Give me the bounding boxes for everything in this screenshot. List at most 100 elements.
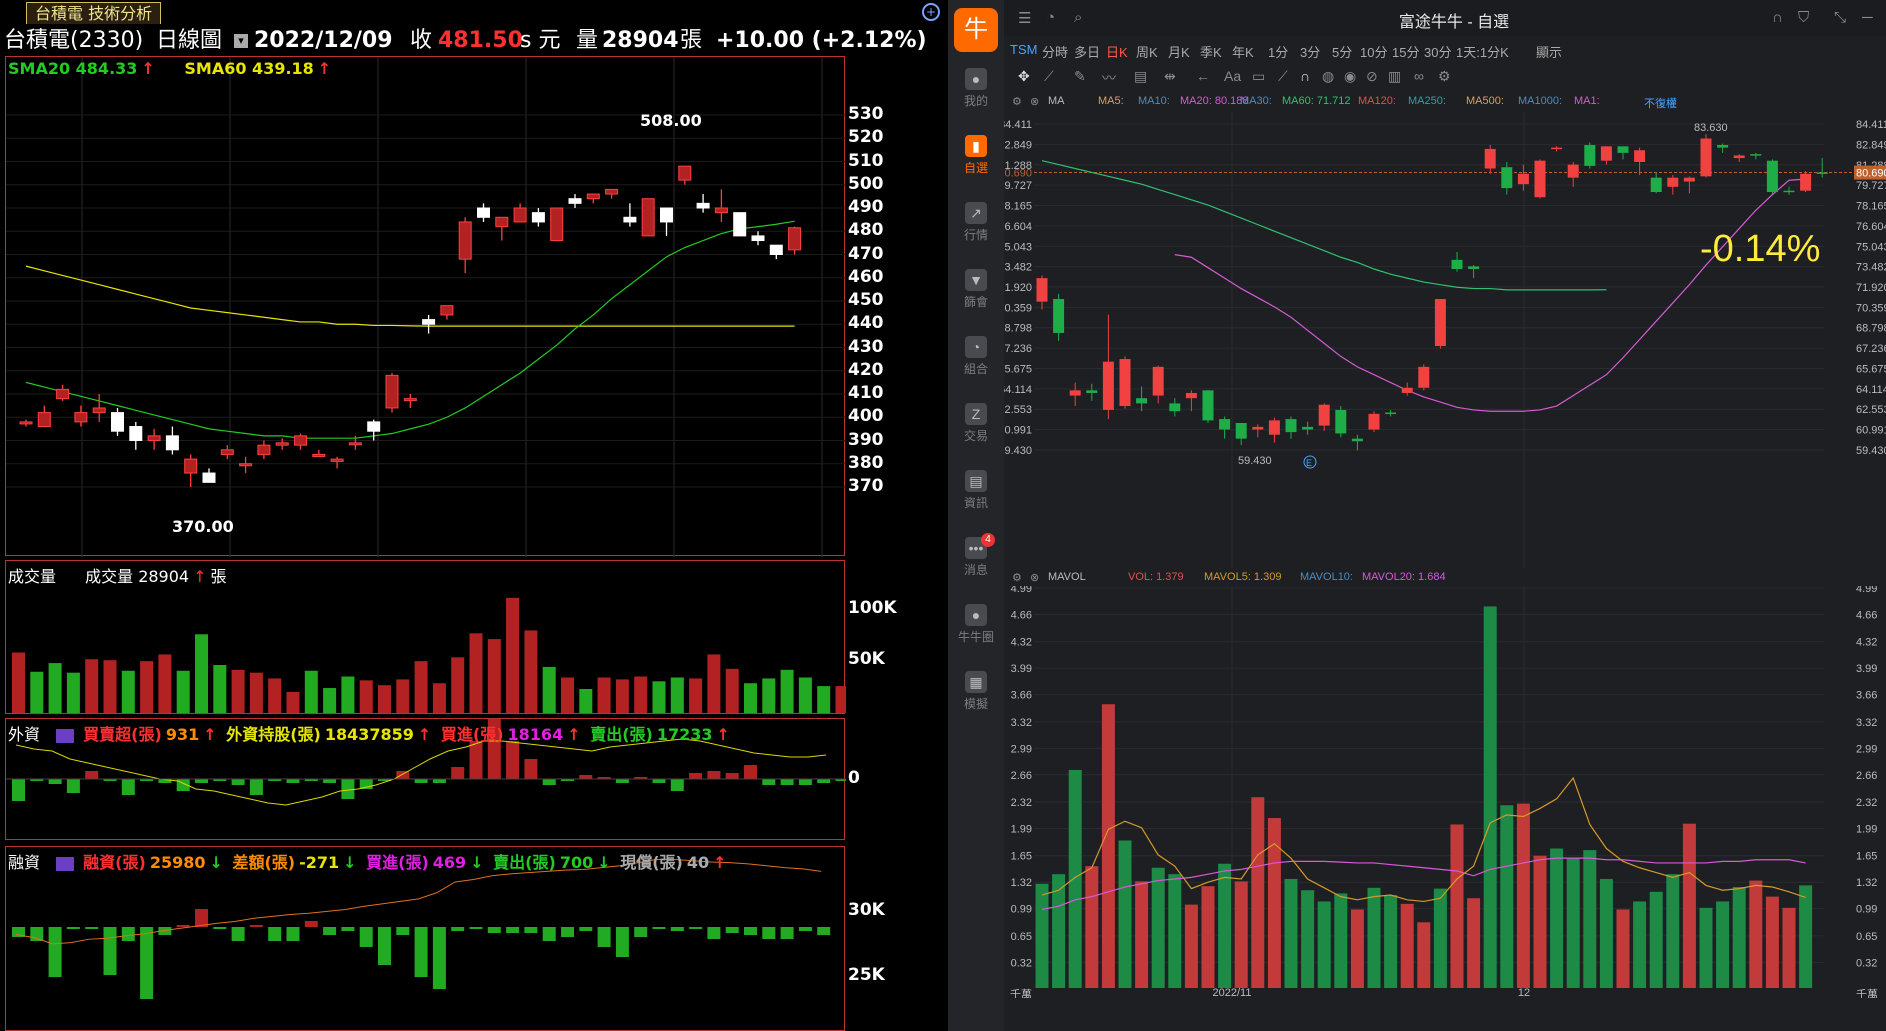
pen-tool-icon[interactable]: ✎: [1074, 68, 1086, 84]
simulate-icon: ▦: [965, 671, 987, 693]
us-volume-chart-svg[interactable]: 4.99 4.99 4.66 4.66 4.32 4.32 3.99 3.99 3.66 3.66…: [1004, 586, 1886, 998]
sidebar-item-2[interactable]: ↗ 行情: [948, 202, 1004, 243]
close-icon[interactable]: ⊗: [1030, 572, 1040, 584]
headset-icon[interactable]: ∩: [1772, 9, 1783, 26]
margin-diff-bar: [286, 927, 300, 941]
volume-bar: [30, 671, 44, 713]
foreign-bars-svg[interactable]: [6, 719, 846, 841]
sidebar-item-0[interactable]: ● 我的: [948, 68, 1004, 109]
ma-item[interactable]: MA30:: [1240, 95, 1272, 107]
period-tab[interactable]: 10分: [1360, 45, 1388, 60]
candle-body: [1766, 160, 1778, 193]
us-price-chart-svg[interactable]: 84.41184.41182.84982.84981.28881.28880.6…: [1004, 112, 1886, 568]
price-axis-label: 450: [848, 290, 884, 310]
sidebar-item-5[interactable]: Z 交易: [948, 403, 1004, 444]
candle-body: [1202, 390, 1214, 421]
link-icon[interactable]: ∞: [1414, 68, 1424, 84]
magnet-icon[interactable]: ∩: [1300, 68, 1311, 84]
foreign-legend: 外資 買賣超(張) 931 ↑ 外資持股(張) 18437859 ↑ 買進(張) 1816…: [8, 721, 734, 745]
lock-icon[interactable]: ◍: [1322, 68, 1335, 84]
ma-item[interactable]: MA120:: [1358, 95, 1396, 107]
tab-technical-analysis[interactable]: 台積電 技術分析: [26, 2, 162, 24]
sidebar-item-3[interactable]: ▼ 篩會: [948, 269, 1004, 310]
period-tab[interactable]: 30分: [1424, 45, 1452, 60]
price-candles-svg[interactable]: [6, 57, 846, 557]
price-axis-label: 68.798: [1856, 323, 1886, 335]
eye-icon[interactable]: ◉: [1344, 68, 1357, 84]
sidebar-item-6[interactable]: ▤ 資訊: [948, 470, 1004, 511]
sidebar-item-9[interactable]: ▦ 模擬: [948, 671, 1004, 712]
ma-item[interactable]: MA20: 80.188: [1180, 95, 1249, 107]
list-icon[interactable]: ☰: [1018, 10, 1032, 27]
futu-logo-icon[interactable]: 牛: [954, 8, 998, 52]
margin-bars-svg[interactable]: [6, 847, 846, 1031]
settings-icon[interactable]: ⚙: [1012, 572, 1022, 584]
price-axis-label: 80.690: [1856, 168, 1886, 180]
line-tool-icon[interactable]: ⟋: [1044, 68, 1054, 84]
menu-icon[interactable]: [55, 728, 74, 743]
period-tab[interactable]: 年K: [1232, 45, 1254, 60]
trash-icon[interactable]: ▥: [1388, 68, 1402, 84]
mavol-name[interactable]: MAVOL: [1048, 571, 1086, 583]
ma-item[interactable]: MA1:: [1574, 95, 1600, 107]
shirt-icon[interactable]: ⛉: [1798, 9, 1810, 26]
zoom-icon[interactable]: +: [922, 3, 940, 21]
period-tab[interactable]: 3分: [1300, 45, 1321, 60]
period-tab[interactable]: 1分: [1268, 45, 1289, 60]
candle-body: [294, 435, 307, 446]
foreign-net-bar: [597, 777, 611, 779]
ma-item[interactable]: MA1000:: [1518, 95, 1563, 107]
ma-item[interactable]: MA500:: [1466, 95, 1504, 107]
symbol-label[interactable]: TSM: [1010, 42, 1038, 57]
channel-tool-icon[interactable]: ▤: [1134, 68, 1148, 84]
arrow-tool-icon[interactable]: ←: [1196, 68, 1210, 84]
bell-icon[interactable]: ◔: [1046, 9, 1056, 26]
ma-item[interactable]: 不復權: [1644, 98, 1677, 110]
period-tab[interactable]: 多日: [1074, 45, 1101, 60]
menu-icon[interactable]: [55, 856, 74, 871]
ma-item[interactable]: MA10:: [1138, 95, 1170, 107]
period-tab[interactable]: 周K: [1136, 45, 1158, 60]
period-tab[interactable]: 顯示: [1536, 45, 1563, 60]
period-tab[interactable]: 日K: [1106, 45, 1128, 60]
period-tab[interactable]: 季K: [1200, 45, 1222, 60]
ruler-tool-icon[interactable]: ⟋: [1278, 68, 1288, 84]
foreign-net-bar: [12, 779, 25, 801]
price-axis-label: 70.359: [1856, 302, 1886, 314]
period-tab[interactable]: 1天:1分K: [1456, 45, 1509, 60]
period-tab[interactable]: 5分: [1332, 45, 1353, 60]
volume-bars-svg[interactable]: [6, 561, 846, 715]
minimize-icon[interactable]: ─: [1862, 9, 1873, 26]
period-tab[interactable]: 15分: [1392, 45, 1420, 60]
move-icon[interactable]: ✥: [1018, 68, 1030, 84]
volume-bar: [341, 676, 355, 713]
settings-icon[interactable]: ⚙: [1438, 68, 1451, 84]
close-icon[interactable]: ⊗: [1030, 96, 1040, 108]
shrink-icon[interactable]: ⤡: [1834, 9, 1847, 26]
period-tab[interactable]: 月K: [1168, 45, 1190, 60]
candle-body: [513, 207, 527, 223]
settings-icon[interactable]: ⚙: [1012, 96, 1022, 108]
sidebar-item-label: 自選: [963, 161, 988, 175]
sidebar-item-8[interactable]: ● 牛牛圈: [948, 604, 1004, 645]
comment-tool-icon[interactable]: ▭: [1252, 68, 1266, 84]
candle-body: [92, 407, 106, 414]
sidebar-item-7[interactable]: ••• 消息 4: [948, 533, 1004, 578]
sidebar-item-1[interactable]: ▮ 自選: [948, 135, 1004, 176]
ma-item[interactable]: MA: [1048, 95, 1065, 107]
candle-body: [660, 207, 673, 223]
ma-item[interactable]: MA5:: [1098, 95, 1124, 107]
sma20-line: [25, 220, 795, 439]
candle-body: [623, 216, 637, 223]
wave-tool-icon[interactable]: 〰: [1102, 70, 1116, 86]
sidebar-item-4[interactable]: ◔ 組合: [948, 336, 1004, 377]
measure-tool-icon[interactable]: ⇹: [1164, 68, 1176, 84]
hide-icon[interactable]: ⊘: [1366, 68, 1378, 84]
ma-item[interactable]: MA250:: [1408, 95, 1446, 107]
search-icon[interactable]: ⌕: [1074, 9, 1083, 26]
ma-item[interactable]: MA60: 71.712: [1282, 95, 1351, 107]
text-tool-icon[interactable]: Aa: [1224, 68, 1242, 84]
period-tab[interactable]: 分時: [1042, 45, 1069, 60]
dropdown-icon[interactable]: ▾: [234, 26, 248, 56]
chart-kind[interactable]: 日線圖: [156, 28, 223, 53]
